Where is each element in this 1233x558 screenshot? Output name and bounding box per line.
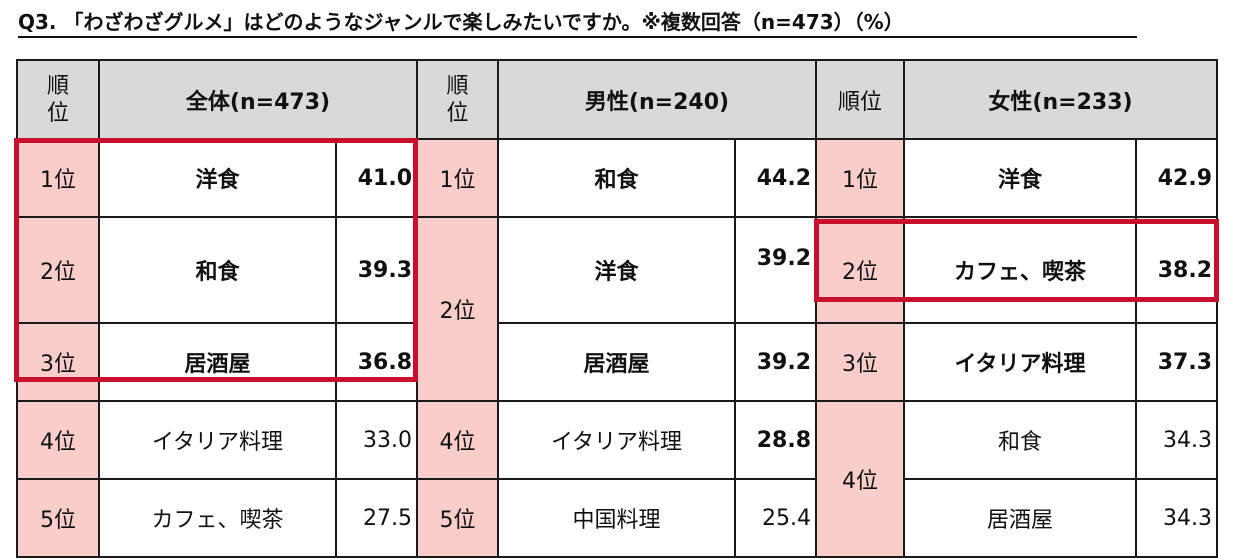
male-value-cell: 25.4 (734, 478, 817, 558)
female-value-cell: 34.3 (1135, 478, 1218, 558)
ranking-table: 順位 全体(n=473) 順位 男性(n=240) 順位 女性(n=233) 1… (16, 59, 1218, 558)
all-genre-cell: カフェ、喫茶 (98, 478, 337, 558)
female-group-header: 女性(n=233) (903, 59, 1218, 140)
male-value-cell: 28.8 (734, 400, 817, 480)
rank-header-line2: 位 (46, 100, 69, 126)
table-row: 5位 カフェ、喫茶 27.5 5位 中国料理 25.4 居酒屋 34.3 (16, 478, 1218, 558)
male-rank-cell: 1位 (416, 138, 499, 218)
male-rank-cell: 4位 (416, 400, 499, 480)
male-value-cell: 39.2 (734, 322, 817, 402)
all-genre-cell: 居酒屋 (98, 322, 337, 402)
rank-header-line1: 順 (46, 73, 69, 99)
female-genre-cell: イタリア料理 (903, 322, 1137, 402)
male-rank-header: 順位 (416, 59, 499, 140)
table-row: 1位 洋食 41.0 1位 和食 44.2 1位 洋食 42.9 (16, 138, 1218, 218)
header-row: 順位 全体(n=473) 順位 男性(n=240) 順位 女性(n=233) (16, 59, 1218, 140)
female-value-cell: 42.9 (1135, 138, 1218, 218)
female-genre-cell: 和食 (903, 400, 1137, 480)
male-genre-cell: 和食 (497, 138, 736, 218)
female-value-cell: 38.2 (1135, 216, 1218, 324)
male-genre-cell: 洋食 (497, 216, 736, 324)
female-value-cell: 37.3 (1135, 322, 1218, 402)
all-genre-cell: 和食 (98, 216, 337, 324)
title-underline (18, 36, 1137, 38)
all-rank-cell: 4位 (16, 400, 100, 480)
rank-header-line2: 位 (446, 100, 469, 126)
survey-question-title: Q3. 「わざわざグルメ」はどのようなジャンルで楽しみたいですか。※複数回答（n… (18, 10, 904, 34)
all-rank-cell: 3位 (16, 322, 100, 402)
all-value-cell: 41.0 (335, 138, 418, 218)
rank-header-line1: 順 (446, 73, 469, 99)
all-rank-cell: 5位 (16, 478, 100, 558)
all-rank-cell: 2位 (16, 216, 100, 324)
table-row: 2位 和食 39.3 2位 洋食 39.2 2位 カフェ、喫茶 38.2 (16, 216, 1218, 402)
all-rank-header: 順位 (16, 59, 100, 140)
female-genre-cell: カフェ、喫茶 (903, 216, 1137, 324)
all-genre-cell: イタリア料理 (98, 400, 337, 480)
all-value-cell: 39.3 (335, 216, 418, 324)
female-rank-cell: 1位 (815, 138, 905, 218)
male-genre-cell: 中国料理 (497, 478, 736, 558)
male-rank-cell: 2位 (416, 216, 499, 402)
male-genre-cell: イタリア料理 (497, 400, 736, 480)
female-rank-cell: 3位 (815, 322, 905, 402)
male-genre-cell: 居酒屋 (497, 322, 736, 402)
female-genre-cell: 洋食 (903, 138, 1137, 218)
all-group-header: 全体(n=473) (98, 59, 418, 140)
table-row: 3位 居酒屋 36.8 居酒屋 39.2 3位 イタリア料理 37.3 (16, 322, 1218, 402)
female-rank-header: 順位 (815, 59, 905, 140)
female-genre-cell: 居酒屋 (903, 478, 1137, 558)
female-value-cell: 34.3 (1135, 400, 1218, 480)
all-genre-cell: 洋食 (98, 138, 337, 218)
male-group-header: 男性(n=240) (497, 59, 817, 140)
table-row: 4位 イタリア料理 33.0 4位 イタリア料理 28.8 4位 和食 34.3 (16, 400, 1218, 558)
male-value-cell: 39.2 (734, 216, 817, 324)
all-value-cell: 33.0 (335, 400, 418, 480)
male-rank-cell: 5位 (416, 478, 499, 558)
all-rank-cell: 1位 (16, 138, 100, 218)
female-rank-cell: 2位 (815, 216, 905, 324)
all-value-cell: 27.5 (335, 478, 418, 558)
female-rank-cell: 4位 (815, 400, 905, 558)
male-value-cell: 44.2 (734, 138, 817, 218)
all-value-cell: 36.8 (335, 322, 418, 402)
